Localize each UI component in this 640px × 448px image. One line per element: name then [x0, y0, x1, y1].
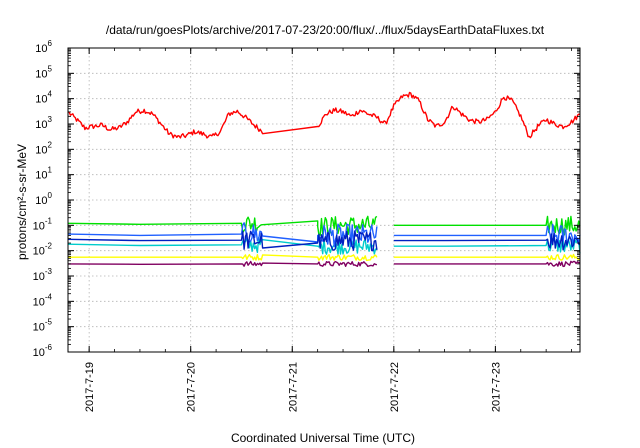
axis-ticks: 10-6 10-5 10-4 10-3 10-2 10-1 100 101 102 103 104 1… — [33, 39, 580, 412]
series-line — [393, 232, 581, 251]
y-tick-label: 102 — [35, 140, 52, 156]
y-tick-label: 100 — [35, 191, 52, 207]
y-tick-label: 10-6 — [33, 343, 53, 359]
series-line — [68, 253, 378, 261]
x-tick-label: 2017-7-22 — [389, 362, 401, 412]
series-line — [67, 230, 378, 252]
data-series — [67, 91, 581, 268]
y-axis-title: protons/cm²-s-sr-MeV — [15, 144, 29, 260]
chart-title: /data/run/goesPlots/archive/2017-07-23/2… — [106, 23, 545, 37]
series-line — [393, 215, 581, 236]
y-tick-label: 105 — [35, 64, 52, 80]
y-tick-label: 101 — [35, 166, 52, 182]
x-tick-label: 2017-7-19 — [84, 362, 96, 412]
series-line — [67, 91, 581, 139]
y-tick-label: 10-3 — [33, 267, 53, 283]
x-axis-title: Coordinated Universal Time (UTC) — [231, 431, 415, 445]
y-tick-label: 10-2 — [33, 242, 53, 258]
y-tick-label: 106 — [35, 39, 52, 55]
y-tick-label: 10-5 — [33, 318, 53, 334]
series-line — [67, 222, 378, 248]
y-tick-label: 10-1 — [33, 216, 53, 232]
series-line — [393, 253, 581, 261]
y-tick-label: 10-4 — [33, 292, 53, 308]
series-line — [67, 260, 378, 267]
series-line — [393, 260, 581, 268]
x-tick-label: 2017-7-21 — [287, 362, 299, 412]
grid-lines — [68, 48, 580, 352]
y-tick-label: 103 — [35, 115, 52, 131]
y-tick-label: 104 — [35, 90, 52, 106]
x-tick-label: 2017-7-23 — [490, 362, 502, 412]
x-tick-label: 2017-7-20 — [186, 362, 198, 412]
